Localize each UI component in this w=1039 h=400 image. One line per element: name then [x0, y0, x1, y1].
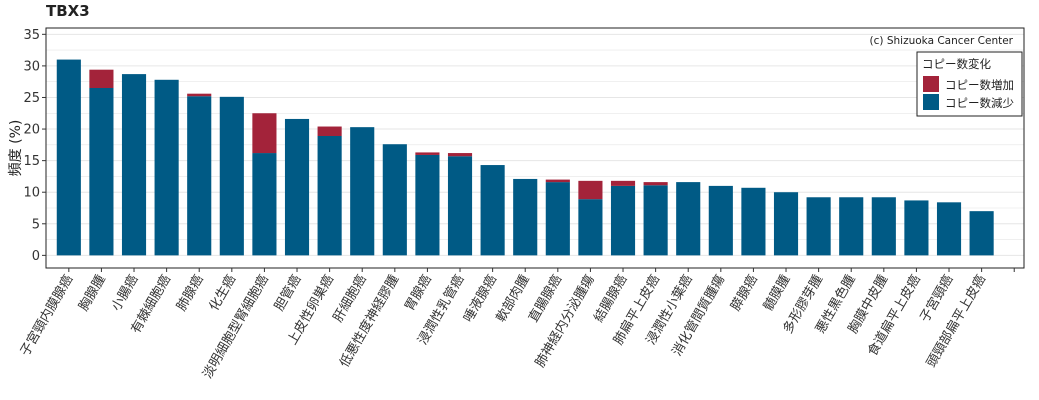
x-category-label: 子宮頸内膜腺癌 [17, 272, 76, 359]
y-tick-label: 30 [23, 59, 40, 74]
bar-loss [871, 197, 896, 256]
y-tick-label: 20 [23, 123, 40, 138]
bar-gain [187, 93, 212, 97]
bar-loss [252, 153, 277, 256]
x-category-label: 肺神経内分泌腫瘍 [532, 272, 598, 370]
bar-loss [969, 211, 994, 256]
y-tick-label: 0 [32, 249, 40, 264]
bar-loss [447, 156, 473, 256]
bar-gain [545, 179, 570, 183]
legend-swatch-gain [923, 76, 939, 92]
x-category-label: 胆管癌 [271, 272, 304, 314]
bar-gain [415, 152, 440, 155]
bar-loss [806, 197, 831, 256]
x-category-label: 肺腺癌 [173, 272, 206, 314]
y-tick-label: 5 [32, 217, 40, 232]
bar-loss [350, 127, 375, 256]
plot-frame [45, 27, 1025, 269]
bar-loss [219, 96, 244, 256]
bar-loss [513, 178, 538, 256]
bar-loss [773, 192, 799, 256]
y-tick-label: 25 [23, 91, 40, 106]
bar-loss [187, 96, 212, 256]
bar-loss [839, 197, 864, 256]
bar-gain [317, 126, 342, 136]
y-tick-label: 35 [23, 28, 40, 43]
y-axis-title: 頻度 (%) [8, 120, 24, 177]
bar-loss [676, 182, 701, 256]
bar-gain [89, 69, 114, 88]
copyright-text: (c) Shizuoka Cancer Center [870, 35, 1014, 47]
bar-gain [447, 153, 473, 157]
legend-label-loss: コピー数減少 [945, 96, 1014, 110]
legend: コピー数変化 コピー数増加 コピー数減少 [916, 51, 1023, 117]
bar-loss [284, 118, 310, 256]
legend-swatch-loss [923, 94, 939, 110]
bar-loss [578, 199, 603, 256]
bar-loss [610, 185, 636, 256]
legend-label-gain: コピー数増加 [945, 78, 1014, 92]
bar-loss [936, 202, 962, 256]
bar-gain [610, 180, 636, 186]
bar-loss [480, 165, 505, 256]
bar-loss [643, 185, 668, 256]
legend-title: コピー数変化 [922, 57, 991, 71]
bar-loss [904, 200, 929, 256]
chart-title: TBX3 [46, 2, 90, 20]
bar-gain [578, 180, 603, 200]
bar-gain [252, 113, 277, 154]
bar-loss [382, 144, 407, 256]
x-category-label: 小腸癌 [108, 272, 141, 314]
x-category-label: 膵腺癌 [728, 272, 761, 314]
bar-loss [415, 154, 440, 256]
y-tick-label: 15 [23, 154, 40, 169]
x-category-label: 化生癌 [206, 272, 239, 314]
x-category-label: 低悪性度神経膠腫 [336, 272, 402, 370]
x-category-label: 髄膜腫 [760, 272, 793, 314]
bar-loss [154, 79, 179, 256]
x-category-label: 淡明細胞型腎細胞癌 [200, 272, 272, 381]
x-category-label: 胸腺腫 [76, 272, 109, 314]
y-tick-label: 10 [23, 186, 40, 201]
bar-loss [741, 187, 766, 256]
bars [56, 59, 994, 256]
bar-loss [121, 74, 147, 256]
y-axis: 0 5 10 15 20 25 30 35 [23, 28, 46, 264]
bar-gain [643, 182, 668, 186]
bar-loss [708, 185, 733, 256]
x-category-label: 胃腺癌 [402, 272, 435, 314]
x-category-label: 頭頸部扁平上皮癌 [923, 272, 989, 370]
bar-loss [317, 136, 342, 256]
bar-loss [56, 59, 81, 256]
bar-loss [89, 88, 114, 256]
bar-loss [545, 182, 570, 256]
